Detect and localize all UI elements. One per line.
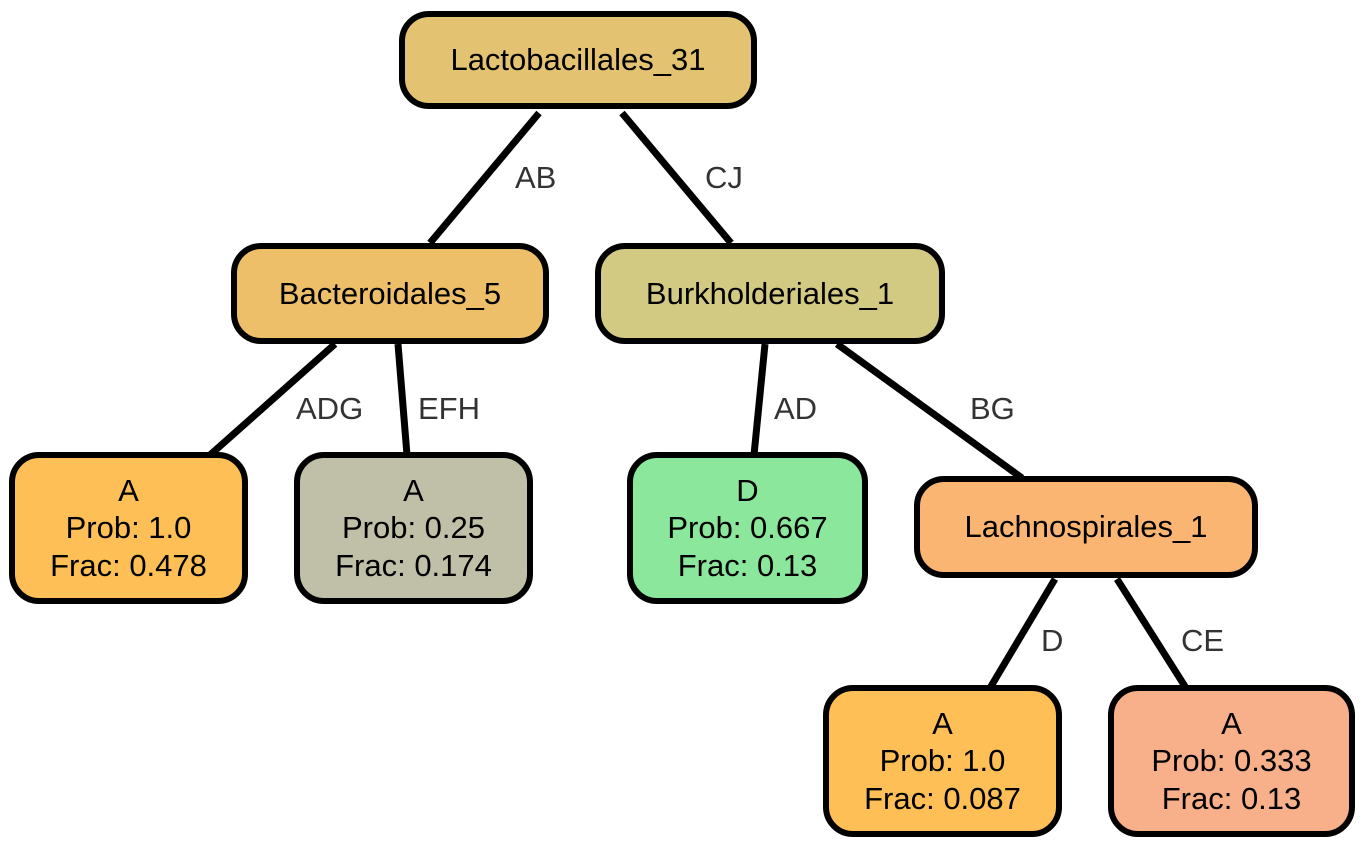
leaf-class-label: A xyxy=(932,706,953,742)
edge-ab xyxy=(427,110,542,246)
leaf-class-label: A xyxy=(118,473,139,509)
edge-label-ce: CE xyxy=(1181,623,1225,658)
leaf-node-a-2: A Prob: 0.25 Frac: 0.174 xyxy=(294,452,533,604)
node-lactobacillales-31: Lactobacillales_31 xyxy=(399,11,757,109)
edge-bg xyxy=(834,341,1025,481)
leaf-class-label: D xyxy=(736,473,759,509)
leaf-frac: Frac: 0.087 xyxy=(864,780,1021,816)
edge-cj xyxy=(619,110,734,246)
node-label: Lachnospirales_1 xyxy=(964,509,1208,545)
leaf-frac: Frac: 0.13 xyxy=(1161,780,1302,816)
node-burkholderiales-1: Burkholderiales_1 xyxy=(595,243,945,344)
node-lachnospirales-1: Lachnospirales_1 xyxy=(914,476,1258,578)
leaf-prob: Prob: 0.333 xyxy=(1151,743,1312,779)
leaf-frac: Frac: 0.13 xyxy=(677,547,818,583)
leaf-class-label: A xyxy=(1221,706,1242,742)
edge-efh xyxy=(394,343,411,456)
edge-label-cj: CJ xyxy=(705,160,743,195)
leaf-class-label: A xyxy=(403,473,424,509)
leaf-node-d: D Prob: 0.667 Frac: 0.13 xyxy=(627,452,868,604)
edge-label-bg: BG xyxy=(970,391,1015,426)
leaf-prob: Prob: 1.0 xyxy=(65,510,192,546)
leaf-prob: Prob: 0.25 xyxy=(341,510,486,546)
leaf-prob: Prob: 0.667 xyxy=(667,510,828,546)
leaf-frac: Frac: 0.478 xyxy=(50,547,207,583)
edge-label-ad: AD xyxy=(774,391,818,426)
edge-label-adg: ADG xyxy=(296,391,364,426)
edge-label-d: D xyxy=(1041,623,1064,658)
node-label: Bacteroidales_5 xyxy=(278,275,502,311)
edge-d xyxy=(986,577,1059,690)
leaf-frac: Frac: 0.174 xyxy=(335,547,492,583)
node-bacteroidales-5: Bacteroidales_5 xyxy=(231,243,549,344)
leaf-node-a-4: A Prob: 0.333 Frac: 0.13 xyxy=(1108,685,1355,837)
leaf-node-a-1: A Prob: 1.0 Frac: 0.478 xyxy=(9,452,248,604)
edge-ce xyxy=(1114,577,1189,690)
leaf-prob: Prob: 1.0 xyxy=(879,743,1006,779)
edge-ad xyxy=(750,343,769,456)
edge-label-efh: EFH xyxy=(418,391,480,426)
leaf-node-a-3: A Prob: 1.0 Frac: 0.087 xyxy=(823,685,1062,837)
node-label: Burkholderiales_1 xyxy=(645,275,895,311)
node-label: Lactobacillales_31 xyxy=(450,42,706,78)
edge-adg xyxy=(207,341,338,458)
edge-label-ab: AB xyxy=(515,160,557,195)
